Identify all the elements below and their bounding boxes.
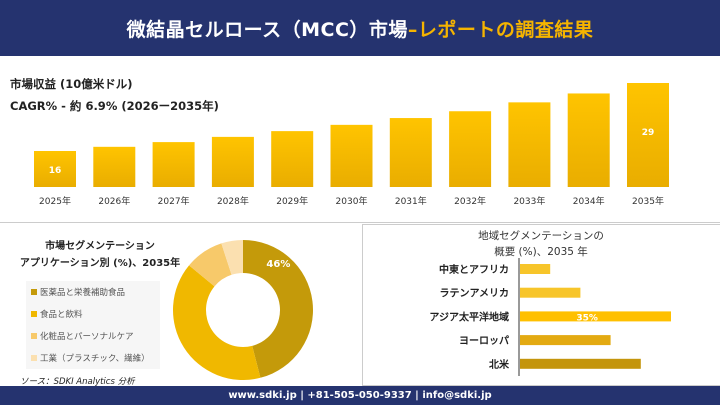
year-label: 2034年 — [573, 195, 605, 207]
donut-title: 市場セグメンテーションアプリケーション別 (%)、2035年 — [10, 238, 190, 272]
region-label: アジア太平洋地域 — [429, 310, 509, 323]
region-title-line2: 概要 (%)、2035 年 — [494, 246, 588, 258]
year-label: 2035年 — [632, 195, 664, 207]
donut-title-line1: 市場セグメンテーション — [45, 241, 155, 252]
revenue-label: 市場収益 (10億米ドル) — [10, 77, 133, 91]
legend-swatch — [31, 289, 37, 295]
year-label: 2028年 — [217, 195, 249, 207]
bar-2025年 — [34, 151, 76, 187]
title-accent: –レポートの調査結果 — [407, 18, 594, 41]
year-label: 2029年 — [276, 195, 308, 207]
bar-2033年 — [508, 102, 551, 187]
year-label: 2027年 — [158, 195, 190, 207]
region-bar — [520, 264, 551, 274]
bar-value-label: 29 — [642, 128, 655, 138]
legend-label: 食品と飲料 — [40, 310, 83, 320]
legend-item: 食品と飲料 — [26, 303, 160, 325]
title-main: 微結晶セルロース（MCC）市場 — [126, 18, 408, 41]
bar-2027年 — [152, 142, 195, 187]
legend-swatch — [31, 333, 37, 339]
year-label: 2025年 — [39, 195, 71, 207]
year-label: 2026年 — [98, 195, 130, 207]
divider — [0, 222, 720, 223]
region-value-label: 35% — [576, 313, 598, 323]
bar-2028年 — [211, 136, 254, 187]
region-bar — [520, 358, 641, 369]
donut-slice-3 — [221, 240, 243, 275]
bar-2029年 — [271, 131, 314, 187]
legend-swatch — [31, 311, 37, 317]
legend-label: 化粧品とパーソナルケア — [40, 332, 134, 342]
region-bar — [520, 335, 611, 346]
bar-2026年 — [93, 146, 136, 187]
legend-item: 医薬品と栄養補助食品 — [26, 281, 160, 303]
year-label: 2030年 — [336, 195, 368, 207]
region-label: 北米 — [489, 358, 510, 371]
region-bar — [520, 311, 671, 322]
legend-item: 化粧品とパーソナルケア — [26, 325, 160, 347]
source-note: ソース：SDKI Analytics 分析 — [20, 377, 135, 387]
bar-2030年 — [330, 124, 373, 187]
application-donut-chart: 46% — [173, 240, 313, 380]
region-label: ラテンアメリカ — [440, 288, 510, 300]
bar-2031年 — [389, 118, 432, 187]
legend-label: 医薬品と栄養補助食品 — [40, 288, 126, 298]
donut-slice-0 — [243, 240, 313, 378]
cagr-label: CAGR% - 約 6.9% (2026ー2035年) — [10, 99, 219, 113]
footer-contact: www.sdki.jp | +81-505-050-9337 | info@sd… — [0, 386, 720, 405]
year-label: 2031年 — [395, 195, 427, 207]
donut-legend: 医薬品と栄養補助食品 食品と飲料化粧品とパーソナルケア工業（プラスチック、繊維） — [26, 281, 160, 369]
legend-swatch — [31, 355, 37, 361]
region-bar — [520, 287, 581, 298]
region-title-line1: 地域セグメンテーションの — [478, 230, 604, 242]
region-label: 中東とアフリカ — [439, 263, 509, 276]
year-label: 2033年 — [513, 195, 545, 207]
region-title: 地域セグメンテーションの 概要 (%)、2035 年 — [362, 228, 720, 260]
revenue-bar-chart: 2025年 16 2026年 2027年 2028年 2029年 2030年 2031年 203… — [34, 83, 669, 207]
bar-2035年 — [627, 83, 669, 187]
legend-item: 工業（プラスチック、繊維） — [26, 347, 160, 369]
bar-2034年 — [567, 93, 610, 187]
bar-value-label: 16 — [49, 166, 62, 176]
header-title: 微結晶セルロース（MCC）市場 –レポートの調査結果 — [0, 0, 720, 56]
region-label: ヨーロッパ — [459, 335, 509, 347]
slice-label: 46% — [266, 259, 290, 270]
bar-2032年 — [449, 111, 492, 187]
donut-title-line2: アプリケーション別 (%)、2035年 — [19, 258, 181, 269]
legend-label: 工業（プラスチック、繊維） — [40, 354, 150, 364]
region-panel — [362, 224, 720, 386]
year-label: 2032年 — [454, 195, 486, 207]
donut-slice-1 — [173, 265, 261, 380]
donut-slice-2 — [189, 243, 232, 287]
